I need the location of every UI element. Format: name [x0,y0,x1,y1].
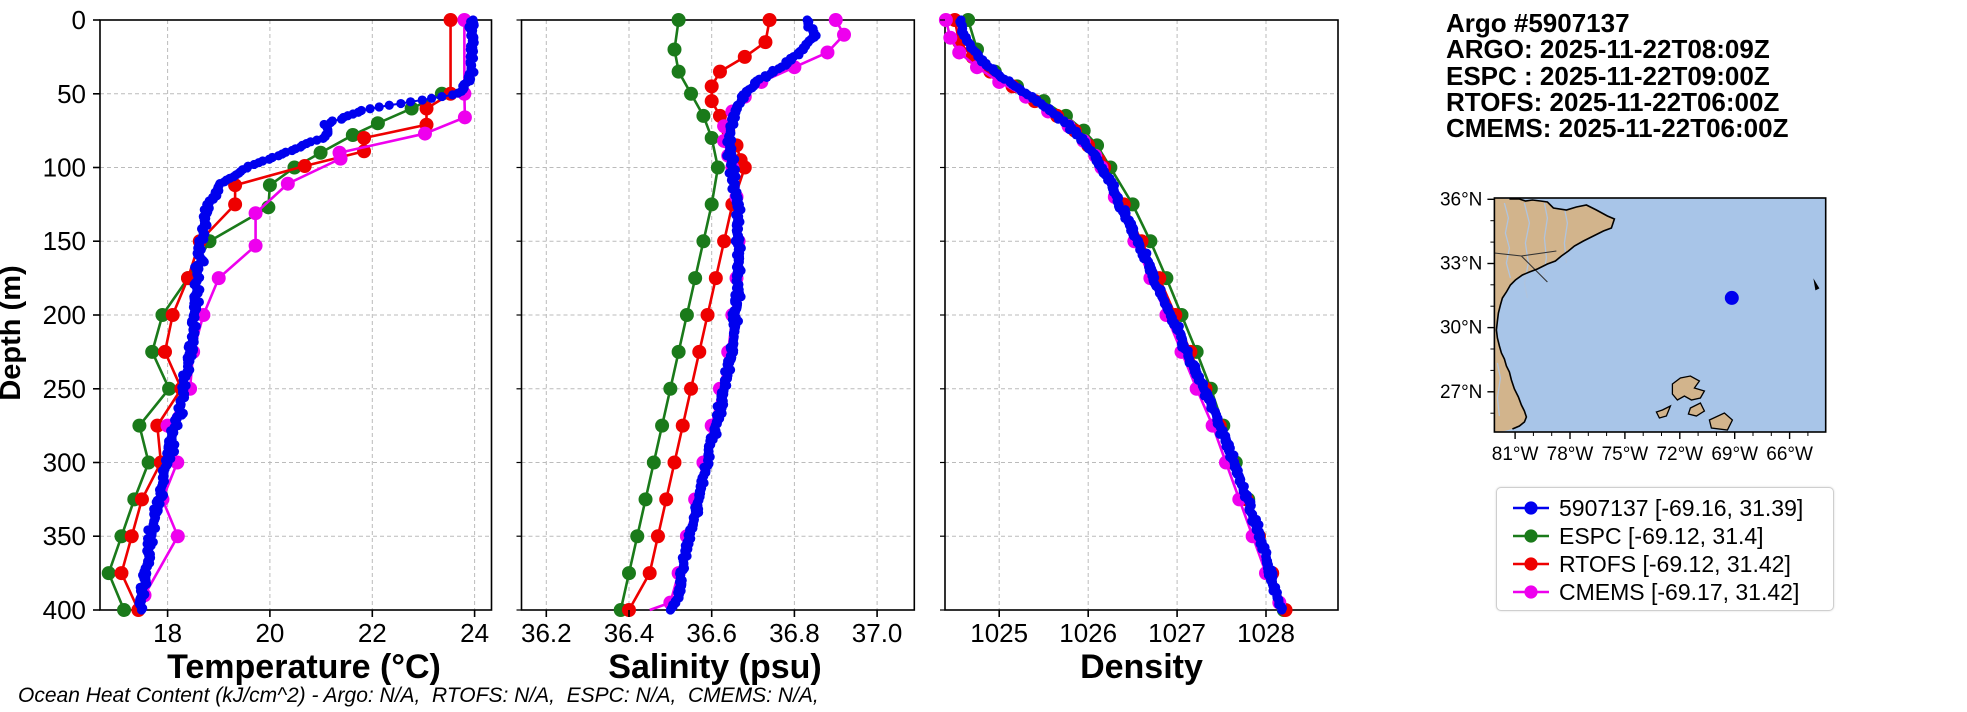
svg-text:36.8: 36.8 [769,618,820,648]
svg-text:50: 50 [57,79,86,109]
svg-text:400: 400 [43,595,86,625]
svg-text:33°N: 33°N [1440,254,1482,275]
svg-text:36.2: 36.2 [521,618,572,648]
svg-text:150: 150 [43,226,86,256]
svg-text:69°W: 69°W [1711,444,1758,465]
svg-text:250: 250 [43,374,86,404]
svg-text:18: 18 [153,618,182,648]
svg-text:24: 24 [460,618,489,648]
svg-text:100: 100 [43,153,86,183]
svg-text:36°N: 36°N [1440,189,1482,210]
svg-text:0: 0 [72,5,86,35]
svg-text:81°W: 81°W [1492,444,1539,465]
svg-text:27°N: 27°N [1440,382,1482,403]
svg-text:36.6: 36.6 [686,618,737,648]
svg-text:72°W: 72°W [1656,444,1703,465]
svg-text:1025: 1025 [970,618,1028,648]
svg-text:78°W: 78°W [1547,444,1594,465]
svg-text:30°N: 30°N [1440,318,1482,339]
svg-text:66°W: 66°W [1766,444,1813,465]
svg-text:200: 200 [43,300,86,330]
svg-text:1027: 1027 [1148,618,1206,648]
svg-text:36.4: 36.4 [604,618,655,648]
svg-text:1026: 1026 [1059,618,1117,648]
svg-text:22: 22 [358,618,387,648]
svg-text:1028: 1028 [1237,618,1295,648]
svg-text:350: 350 [43,521,86,551]
svg-text:20: 20 [255,618,284,648]
svg-text:75°W: 75°W [1602,444,1649,465]
svg-text:37.0: 37.0 [852,618,903,648]
svg-text:300: 300 [43,448,86,478]
